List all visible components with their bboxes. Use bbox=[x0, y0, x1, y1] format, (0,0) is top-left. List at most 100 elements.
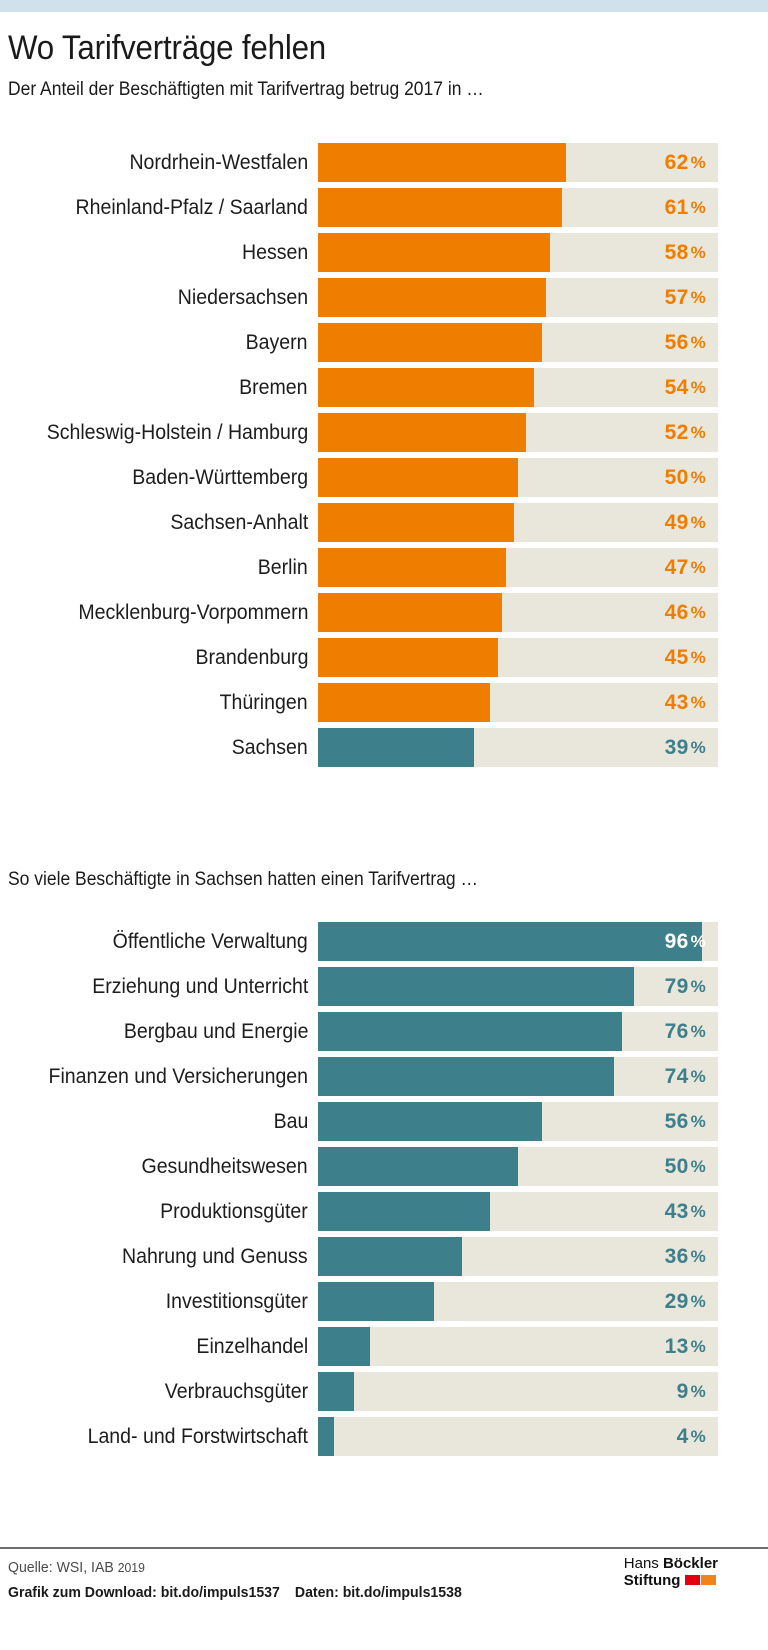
bar-value-number: 54 bbox=[664, 376, 689, 399]
percent-sign: % bbox=[690, 1292, 706, 1311]
bar-track: 46% bbox=[318, 593, 718, 632]
bar-row: Finanzen und Versicherungen 74% bbox=[0, 1057, 768, 1096]
bar-value-number: 4 bbox=[676, 1425, 689, 1448]
bar-track: 58% bbox=[318, 233, 718, 272]
bar-track: 39% bbox=[318, 728, 718, 767]
bar-value-number: 36 bbox=[664, 1245, 689, 1268]
top-accent-strip bbox=[0, 0, 768, 12]
bar-row: Thüringen 43% bbox=[0, 683, 768, 722]
bar-row-label: Investitionsgüter bbox=[165, 1290, 308, 1313]
bar-value-label: 62% bbox=[665, 143, 706, 182]
bar-track: 57% bbox=[318, 278, 718, 317]
bar-value-label: 96% bbox=[665, 922, 706, 961]
bar-track: 50% bbox=[318, 1147, 718, 1186]
bar-track: 43% bbox=[318, 683, 718, 722]
bar-value-number: 9 bbox=[676, 1380, 689, 1403]
bar-value-number: 29 bbox=[664, 1290, 689, 1313]
logo-line-1: Hans Böckler bbox=[624, 1555, 718, 1572]
bar-row-label: Bayern bbox=[246, 331, 308, 354]
bar-row-label: Bremen bbox=[239, 376, 308, 399]
bar-row-label: Erziehung und Unterricht bbox=[91, 975, 308, 998]
bar-row: Öffentliche Verwaltung 96% bbox=[0, 922, 768, 961]
percent-sign: % bbox=[690, 1382, 706, 1401]
footer-divider bbox=[0, 1547, 768, 1549]
percent-sign: % bbox=[690, 1157, 706, 1176]
page-subtitle: Der Anteil der Beschäftigten mit Tarifve… bbox=[8, 79, 484, 101]
percent-sign: % bbox=[690, 1112, 706, 1131]
bar-row: Sachsen 39% bbox=[0, 728, 768, 767]
bar-fill bbox=[318, 278, 546, 317]
bar-fill bbox=[318, 1372, 354, 1411]
bar-value-label: 54% bbox=[665, 368, 706, 407]
bar-row: Bayern 56% bbox=[0, 323, 768, 362]
bar-value-number: 96 bbox=[664, 930, 689, 953]
bar-track: 96% bbox=[318, 922, 718, 961]
bar-row-label: Verbrauchsgüter bbox=[164, 1380, 308, 1403]
bar-value-label: 57% bbox=[665, 278, 706, 317]
bar-value-label: 56% bbox=[665, 323, 706, 362]
bar-fill bbox=[318, 922, 702, 961]
bar-value-number: 61 bbox=[664, 196, 689, 219]
bar-row-label: Schleswig-Holstein / Hamburg bbox=[46, 421, 308, 444]
bar-track: 43% bbox=[318, 1192, 718, 1231]
footer-links: Grafik zum Download: bit.do/impuls1537 Da… bbox=[8, 1584, 462, 1601]
bar-row: Schleswig-Holstein / Hamburg 52% bbox=[0, 413, 768, 452]
header: Wo Tarifverträge fehlen Der Anteil der B… bbox=[8, 30, 760, 101]
bar-row-label: Finanzen und Versicherungen bbox=[48, 1065, 308, 1088]
bar-row-label: Öffentliche Verwaltung bbox=[112, 930, 308, 953]
bar-value-label: 50% bbox=[665, 458, 706, 497]
bar-value-label: 43% bbox=[665, 683, 706, 722]
bar-track: 13% bbox=[318, 1327, 718, 1366]
bar-track: 49% bbox=[318, 503, 718, 542]
bar-row-label: Niedersachsen bbox=[177, 286, 308, 309]
bar-track: 47% bbox=[318, 548, 718, 587]
chart-branchen-sachsen: Öffentliche Verwaltung 96% Erziehung und U… bbox=[0, 922, 768, 1462]
logo-word-stiftung: Stiftung bbox=[623, 1572, 681, 1590]
bar-value-number: 56 bbox=[664, 331, 689, 354]
bar-value-number: 45 bbox=[664, 646, 689, 669]
bar-value-number: 74 bbox=[664, 1065, 689, 1088]
percent-sign: % bbox=[690, 1022, 706, 1041]
percent-sign: % bbox=[690, 738, 706, 757]
bar-row-label: Gesundheitswesen bbox=[141, 1155, 308, 1178]
bar-value-label: 61% bbox=[665, 188, 706, 227]
bar-row-label: Mecklenburg-Vorpommern bbox=[77, 601, 308, 624]
bar-row: Mecklenburg-Vorpommern 46% bbox=[0, 593, 768, 632]
bar-track: 9% bbox=[318, 1372, 718, 1411]
bar-row: Bau 56% bbox=[0, 1102, 768, 1141]
percent-sign: % bbox=[690, 153, 706, 172]
percent-sign: % bbox=[690, 198, 706, 217]
bar-value-number: 56 bbox=[664, 1110, 689, 1133]
bar-row: Bremen 54% bbox=[0, 368, 768, 407]
percent-sign: % bbox=[690, 1427, 706, 1446]
bar-track: 79% bbox=[318, 967, 718, 1006]
logo-color-marks-icon bbox=[685, 1571, 717, 1588]
bar-value-label: 49% bbox=[665, 503, 706, 542]
logo-line-2: Stiftung bbox=[624, 1572, 718, 1589]
section-heading-sachsen: So viele Beschäftigte in Sachsen hatten … bbox=[8, 869, 478, 890]
bar-value-label: 36% bbox=[665, 1237, 706, 1276]
bar-fill bbox=[318, 1012, 622, 1051]
percent-sign: % bbox=[690, 648, 706, 667]
percent-sign: % bbox=[690, 977, 706, 996]
bar-fill bbox=[318, 413, 526, 452]
download-link[interactable]: Grafik zum Download: bit.do/impuls1537 bbox=[8, 1584, 280, 1601]
bar-value-number: 50 bbox=[664, 466, 689, 489]
bar-row: Baden-Württemberg 50% bbox=[0, 458, 768, 497]
bar-row-label: Berlin bbox=[258, 556, 308, 579]
bar-row: Hessen 58% bbox=[0, 233, 768, 272]
percent-sign: % bbox=[690, 288, 706, 307]
bar-track: 52% bbox=[318, 413, 718, 452]
bar-track: 76% bbox=[318, 1012, 718, 1051]
source-note: Quelle: WSI, IAB 2019 bbox=[8, 1559, 145, 1576]
bar-value-label: 29% bbox=[665, 1282, 706, 1321]
percent-sign: % bbox=[690, 1067, 706, 1086]
bar-value-number: 13 bbox=[664, 1335, 689, 1358]
bar-track: 61% bbox=[318, 188, 718, 227]
bar-row-label: Sachsen bbox=[231, 736, 308, 759]
data-link[interactable]: Daten: bit.do/impuls1538 bbox=[294, 1584, 462, 1601]
bar-track: 56% bbox=[318, 323, 718, 362]
bar-fill bbox=[318, 503, 514, 542]
page-title: Wo Tarifverträge fehlen bbox=[8, 29, 327, 67]
